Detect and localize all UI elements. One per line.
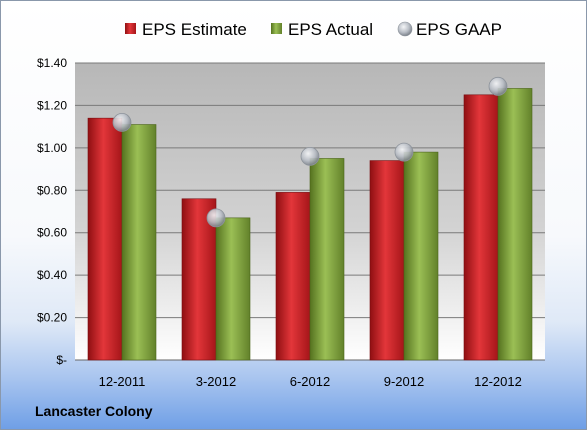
x-axis-ticks: 12-2011 3-2012 6-2012 9-2012 12-2012: [99, 374, 522, 389]
y-tick-label: $0.80: [37, 183, 67, 197]
bars: [87, 88, 533, 361]
x-tick-label: 12-2012: [474, 374, 522, 389]
bar-eps-estimate: [87, 117, 123, 361]
point-eps-gaap: [206, 208, 226, 228]
bar-eps-actual: [497, 88, 533, 361]
bar-eps-estimate: [463, 94, 499, 361]
point-eps-gaap: [300, 146, 320, 166]
company-name: Lancaster Colony: [35, 403, 153, 419]
legend-label: EPS Actual: [288, 20, 373, 39]
point-eps-gaap: [112, 113, 132, 132]
point-eps-gaap: [394, 142, 414, 162]
legend-swatch: [271, 23, 282, 34]
bar-eps-actual: [215, 217, 251, 361]
bar-eps-actual: [121, 124, 157, 361]
legend-swatch: [125, 23, 136, 34]
y-tick-label: $1.40: [37, 56, 67, 70]
x-tick-label: 3-2012: [196, 374, 236, 389]
x-tick-label: 12-2011: [99, 374, 146, 389]
legend-label: EPS Estimate: [142, 20, 247, 39]
gaap-points: [112, 76, 508, 228]
x-tick-label: 6-2012: [290, 374, 330, 389]
x-tick-label: 9-2012: [384, 374, 424, 389]
point-eps-gaap: [488, 76, 508, 96]
bar-eps-estimate: [275, 192, 311, 361]
bar-eps-estimate: [181, 198, 217, 361]
bar-eps-estimate: [369, 160, 405, 361]
y-tick-label: $1.00: [37, 141, 67, 155]
legend-label: EPS GAAP: [416, 20, 502, 39]
bar-eps-actual: [403, 151, 439, 361]
y-tick-label: $1.20: [37, 98, 67, 112]
legend: EPS Estimate EPS Actual EPS GAAP: [125, 20, 502, 39]
y-tick-label: $-: [56, 353, 67, 367]
y-tick-label: $0.20: [37, 311, 67, 325]
y-axis-ticks: $- $0.20 $0.40 $0.60 $0.80 $1.00 $1.20 $1.40: [37, 56, 67, 367]
bar-eps-actual: [309, 158, 345, 361]
y-tick-label: $0.40: [37, 268, 67, 282]
y-tick-label: $0.60: [37, 226, 67, 240]
legend-swatch: [397, 21, 413, 37]
